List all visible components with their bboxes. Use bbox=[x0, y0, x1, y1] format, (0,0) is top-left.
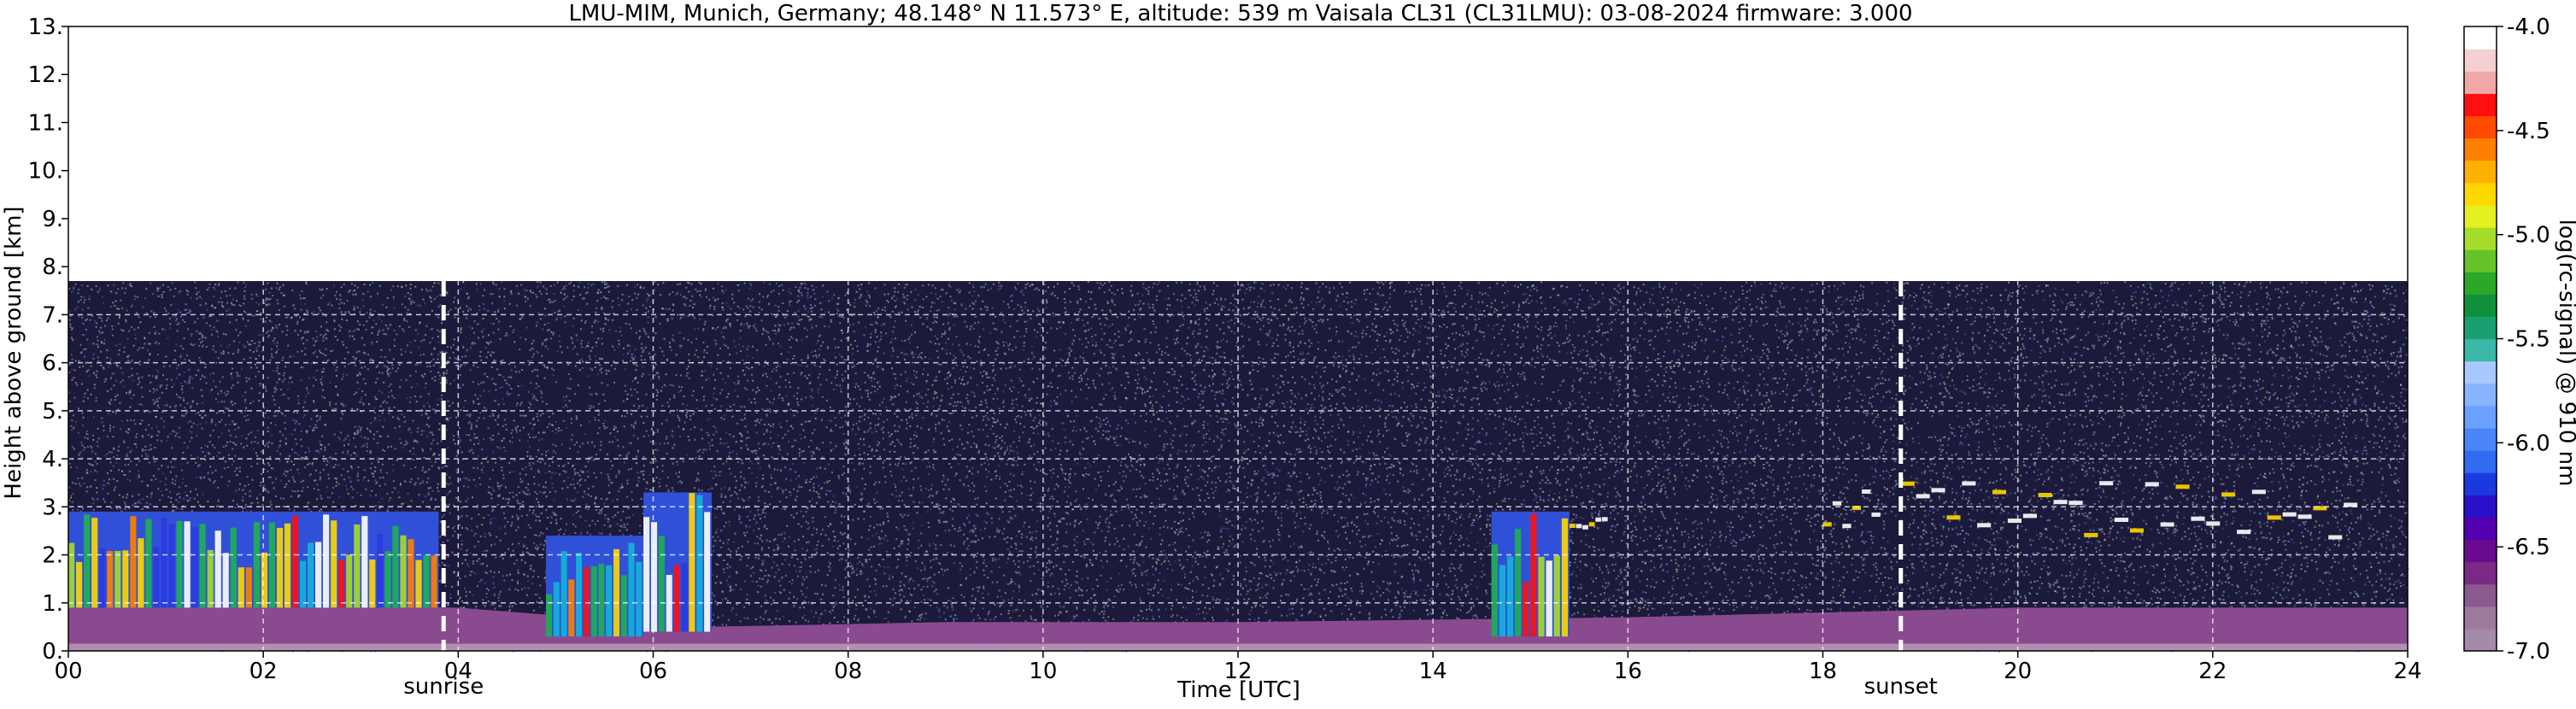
colorbar-swatch bbox=[2464, 495, 2497, 518]
chart-title: LMU-MIM, Munich, Germany; 48.148° N 11.5… bbox=[568, 1, 1912, 26]
y-tick-label: 6. bbox=[42, 351, 63, 377]
colorbar-swatch bbox=[2464, 583, 2497, 607]
colorbar-tick-label: -5.5 bbox=[2507, 327, 2550, 353]
x-tick-label: 18 bbox=[1809, 659, 1837, 684]
cloud-layer bbox=[546, 536, 644, 637]
colorbar-swatch bbox=[2464, 115, 2497, 139]
x-tick-label: 14 bbox=[1419, 659, 1447, 684]
colorbar-tick-label: -4.5 bbox=[2507, 119, 2550, 144]
colorbar-tick-label: -6.5 bbox=[2507, 535, 2550, 560]
colorbar-swatch bbox=[2464, 338, 2497, 362]
y-tick-label: 3. bbox=[42, 495, 63, 520]
y-tick-label: 5. bbox=[42, 399, 63, 425]
y-tick-label: 0. bbox=[42, 639, 63, 665]
cloud-layer bbox=[1491, 511, 1570, 637]
x-tick-label: 22 bbox=[2198, 659, 2227, 684]
x-tick-label: 20 bbox=[2004, 659, 2032, 684]
colorbar-swatch bbox=[2464, 93, 2497, 117]
colorbar-swatch bbox=[2464, 316, 2497, 340]
x-tick-label: 12 bbox=[1223, 659, 1252, 684]
colorbar-swatch bbox=[2464, 360, 2497, 384]
y-tick-label: 1. bbox=[42, 591, 63, 617]
colorbar-swatch bbox=[2464, 539, 2497, 563]
marker-label-sunrise: sunrise bbox=[403, 674, 484, 700]
x-tick-label: 06 bbox=[639, 659, 667, 684]
colorbar-swatch bbox=[2464, 472, 2497, 495]
marker-label-sunset: sunset bbox=[1864, 674, 1938, 700]
y-tick-label: 7. bbox=[42, 302, 63, 328]
colorbar-swatch bbox=[2464, 606, 2497, 630]
plot-area bbox=[68, 26, 2409, 653]
colorbar-swatch bbox=[2464, 26, 2497, 50]
colorbar-swatch bbox=[2464, 628, 2497, 652]
cloud-layer bbox=[1900, 481, 2358, 540]
colorbar-swatch bbox=[2464, 272, 2497, 295]
colorbar-tick-label: -7.0 bbox=[2507, 639, 2550, 665]
colorbar-swatch bbox=[2464, 427, 2497, 451]
colorbar-tick-label: -4.0 bbox=[2507, 15, 2550, 40]
colorbar-swatch bbox=[2464, 294, 2497, 317]
x-tick-label: 02 bbox=[249, 659, 278, 684]
y-tick-label: 4. bbox=[42, 447, 63, 472]
cloud-layer bbox=[643, 492, 712, 632]
colorbar-swatch bbox=[2464, 226, 2497, 250]
colorbar-swatch bbox=[2464, 204, 2497, 228]
y-tick-label: 13. bbox=[28, 15, 63, 40]
cloud-layer bbox=[68, 511, 439, 608]
colorbar-label: log(rc-signal) @ 910 nm bbox=[2554, 220, 2576, 487]
colorbar-swatch bbox=[2464, 249, 2497, 272]
colorbar: -4.0 -4.5 -5.0 -5.5 -6.0 -6.5 -7.0 bbox=[2463, 15, 2550, 665]
y-tick-label: 10. bbox=[28, 159, 63, 185]
y-tick-label: 11. bbox=[28, 110, 63, 136]
y-tick-label: 9. bbox=[42, 207, 63, 232]
colorbar-tick-label: -6.0 bbox=[2507, 431, 2550, 456]
cloud-layer bbox=[1569, 517, 1608, 530]
x-tick-label: 00 bbox=[54, 659, 82, 684]
colorbar-swatch bbox=[2464, 160, 2497, 184]
colorbar-swatch bbox=[2464, 182, 2497, 206]
colorbar-swatch bbox=[2464, 49, 2497, 72]
y-tick-label: 12. bbox=[28, 62, 63, 88]
grid bbox=[68, 26, 2408, 651]
colorbar-swatch bbox=[2464, 517, 2497, 541]
colorbar-swatch bbox=[2464, 71, 2497, 94]
colorbar-swatch bbox=[2464, 383, 2497, 407]
noise-speckle bbox=[68, 281, 2409, 653]
x-tick-label: 08 bbox=[834, 659, 862, 684]
colorbar-swatch bbox=[2464, 450, 2497, 473]
x-tick-label: 16 bbox=[1614, 659, 1642, 684]
y-tick-label: 8. bbox=[42, 255, 63, 280]
x-tick-label: 10 bbox=[1029, 659, 1057, 684]
y-axis-label: Height above ground [km] bbox=[1, 206, 26, 499]
x-tick-label: 04 bbox=[444, 659, 472, 684]
x-axis-label: Time [UTC] bbox=[1177, 677, 1300, 703]
colorbar-swatch bbox=[2464, 561, 2497, 585]
colorbar-tick-label: -5.0 bbox=[2507, 223, 2550, 249]
colorbar-swatch bbox=[2464, 405, 2497, 429]
x-tick-label: 24 bbox=[2393, 659, 2421, 684]
cloud-layer bbox=[1822, 489, 1881, 529]
y-tick-label: 2. bbox=[42, 543, 63, 569]
colorbar-swatch bbox=[2464, 138, 2497, 161]
